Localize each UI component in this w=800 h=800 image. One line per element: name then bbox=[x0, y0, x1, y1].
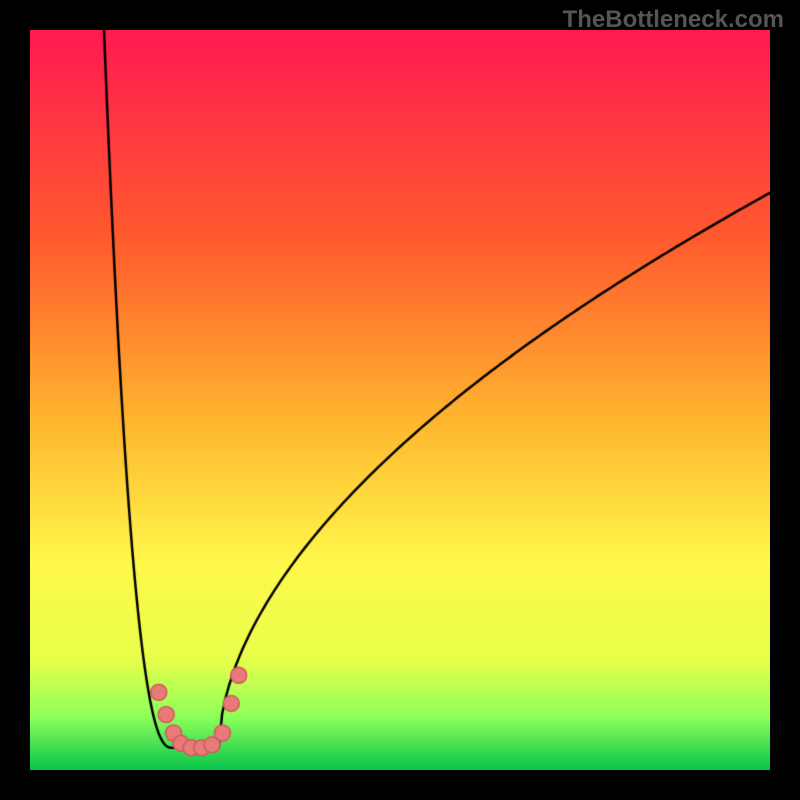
chart-stage: TheBottleneck.com bbox=[0, 0, 800, 800]
bottleneck-curve-layer bbox=[30, 30, 770, 770]
watermark-text: TheBottleneck.com bbox=[563, 6, 784, 34]
